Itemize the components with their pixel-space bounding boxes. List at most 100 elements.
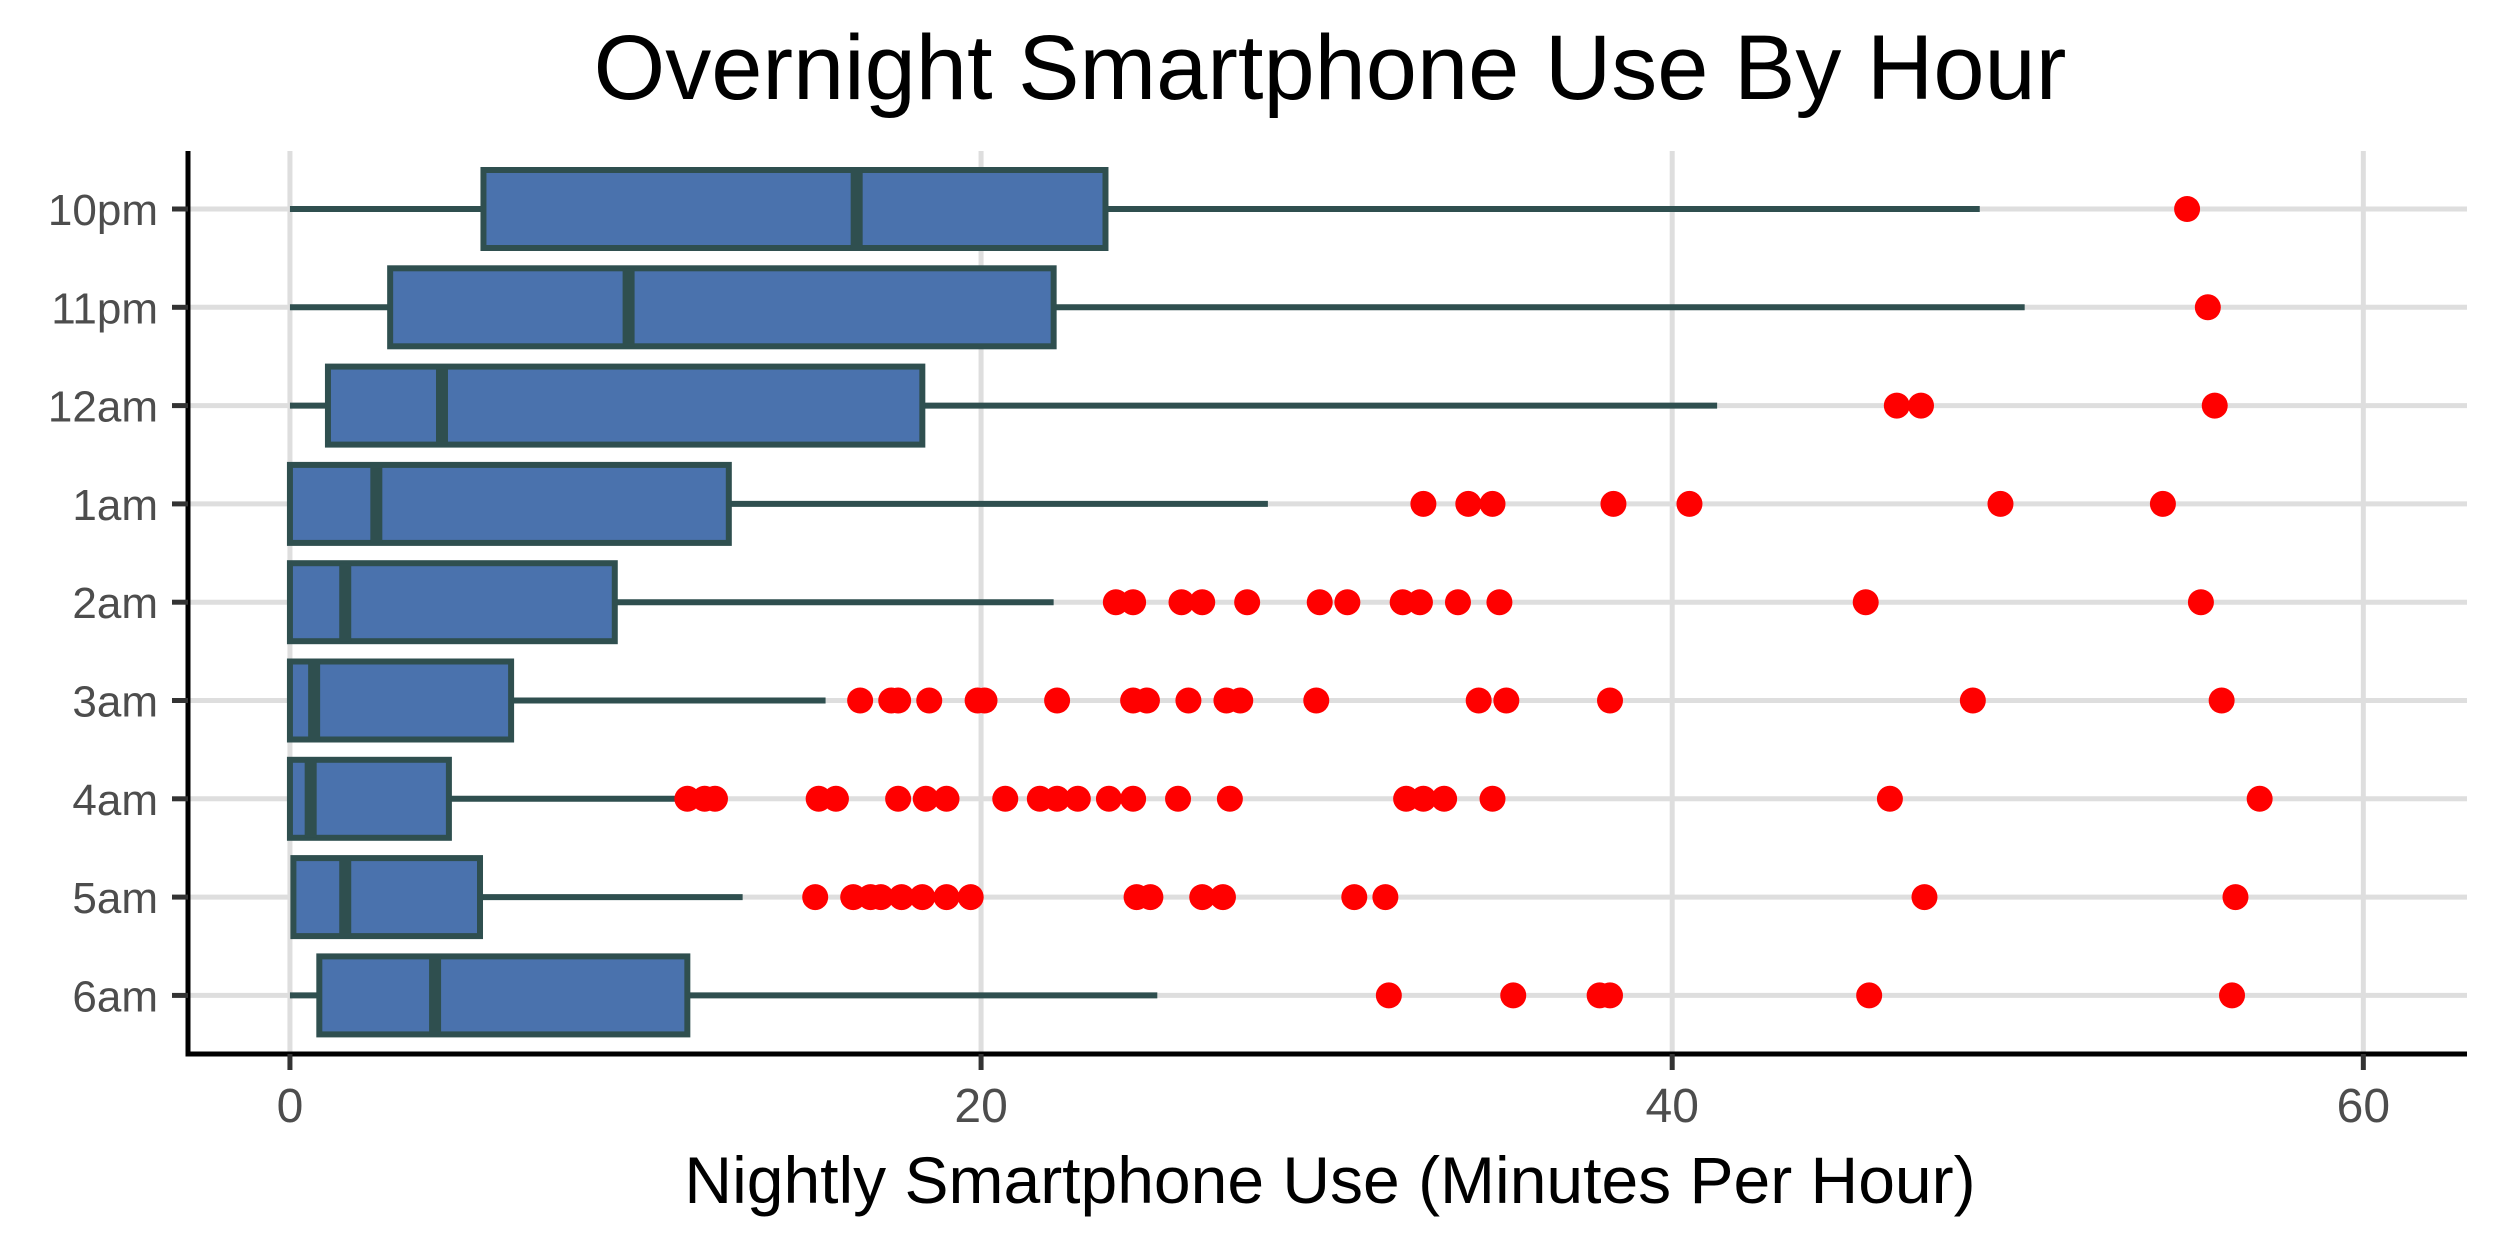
outlier-point — [1410, 490, 1437, 517]
y-tick-label: 3am — [72, 678, 158, 727]
outlier-point — [2201, 392, 2228, 419]
box-10pm — [289, 167, 1980, 251]
outlier-point — [1341, 884, 1368, 911]
outlier-point — [1959, 687, 1986, 714]
outlier-point — [1168, 589, 1195, 616]
outlier-point — [933, 785, 960, 812]
outlier-point — [909, 884, 936, 911]
x-tick-label: 0 — [277, 1080, 304, 1133]
box-iqr — [480, 167, 1109, 251]
box-iqr — [286, 658, 515, 743]
outlier-point — [1189, 589, 1216, 616]
y-tick-label: 6am — [72, 972, 158, 1021]
box-3am — [286, 658, 826, 743]
outlier-point — [1600, 490, 1627, 517]
box-1am — [286, 461, 1268, 546]
y-tick-label: 1am — [72, 481, 158, 530]
outlier-point — [1120, 589, 1147, 616]
outlier-point — [2149, 490, 2176, 517]
outlier-point — [847, 687, 874, 714]
x-tick-label: 20 — [954, 1080, 1007, 1133]
outlier-point — [1133, 687, 1160, 714]
outlier-point — [1064, 785, 1091, 812]
outlier-point — [1431, 785, 1458, 812]
outlier-point — [1493, 687, 1520, 714]
outlier-point — [1410, 785, 1437, 812]
y-tick-label: 11pm — [51, 284, 158, 333]
outlier-point — [885, 785, 912, 812]
outlier-point — [1908, 392, 1935, 419]
outlier-point — [1375, 982, 1402, 1009]
box-2am — [286, 560, 1054, 645]
outlier-point — [1189, 884, 1216, 911]
x-axis-title: Nightly Smartphone Use (Minutes Per Hour… — [684, 1143, 1976, 1217]
outlier-point — [2208, 687, 2235, 714]
box-iqr — [387, 265, 1057, 350]
box-iqr — [286, 560, 618, 645]
outlier-point — [1596, 982, 1623, 1009]
outlier-point — [971, 687, 998, 714]
outlier-point — [1095, 785, 1122, 812]
outlier-point — [1044, 687, 1071, 714]
outlier-point — [1227, 687, 1254, 714]
outlier-point — [1479, 490, 1506, 517]
outlier-point — [1883, 392, 1910, 419]
outlier-point — [1209, 884, 1236, 911]
outlier-point — [1455, 490, 1482, 517]
outlier-point — [1500, 982, 1527, 1009]
outlier-point — [2246, 785, 2273, 812]
outlier-point — [888, 884, 915, 911]
outlier-point — [1876, 785, 1903, 812]
outlier-point — [1234, 589, 1261, 616]
outlier-point — [1372, 884, 1399, 911]
outlier-point — [933, 884, 960, 911]
y-tick-label: 5am — [72, 874, 158, 923]
outlier-point — [2187, 589, 2214, 616]
outlier-point — [701, 785, 728, 812]
outlier-point — [1987, 490, 2014, 517]
box-11pm — [289, 265, 2025, 350]
outlier-point — [912, 785, 939, 812]
box-6am — [289, 953, 1158, 1038]
outlier-point — [1120, 785, 1147, 812]
outlier-point — [2194, 294, 2221, 321]
outlier-point — [957, 884, 984, 911]
outlier-point — [992, 785, 1019, 812]
box-4am — [286, 756, 677, 841]
box-iqr — [316, 953, 691, 1038]
x-tick-label: 60 — [2337, 1080, 2390, 1133]
outlier-point — [1175, 687, 1202, 714]
outlier-point — [1306, 589, 1333, 616]
y-tick-label: 12am — [48, 383, 158, 432]
outlier-point — [1479, 785, 1506, 812]
outlier-point — [1596, 687, 1623, 714]
y-tick-label: 10pm — [48, 186, 158, 235]
box-12am — [289, 363, 1718, 448]
chart-title: Overnight Smartphone Use By Hour — [593, 17, 2067, 119]
box-iqr — [324, 363, 926, 448]
outlier-point — [2219, 982, 2246, 1009]
box-iqr — [290, 855, 484, 940]
outlier-point — [1216, 785, 1243, 812]
box-5am — [290, 855, 743, 940]
outlier-point — [2222, 884, 2249, 911]
outlier-point — [1303, 687, 1330, 714]
outlier-point — [1165, 785, 1192, 812]
outlier-point — [1044, 785, 1071, 812]
outlier-point — [885, 687, 912, 714]
y-tick-label: 2am — [72, 579, 158, 628]
outlier-point — [1444, 589, 1471, 616]
outlier-point — [867, 884, 894, 911]
outlier-point — [1137, 884, 1164, 911]
outlier-point — [1465, 687, 1492, 714]
box-series — [286, 167, 2025, 1038]
outlier-points — [674, 196, 2273, 1009]
y-tick-label: 4am — [72, 776, 158, 825]
outlier-point — [802, 884, 829, 911]
outlier-point — [1486, 589, 1513, 616]
outlier-point — [916, 687, 943, 714]
outlier-point — [1676, 490, 1703, 517]
x-tick-label: 40 — [1646, 1080, 1699, 1133]
outlier-point — [822, 785, 849, 812]
